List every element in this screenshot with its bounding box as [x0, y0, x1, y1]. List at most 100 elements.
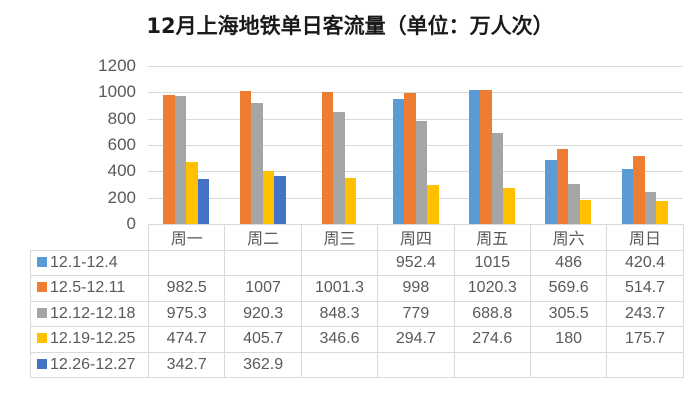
legend-swatch-icon — [37, 282, 47, 293]
gridline — [148, 66, 683, 67]
y-tick-label: 600 — [107, 135, 136, 154]
bar — [568, 183, 580, 224]
bar — [404, 92, 416, 224]
legend-swatch-icon — [37, 307, 47, 318]
bar — [251, 102, 263, 224]
table-row: 12.12-12.18 975.3 920.3 848.3 779 688.8 305.5 2… — [30, 300, 684, 327]
category-label: 周五 — [453, 224, 531, 251]
table-cell: 243.7 — [606, 300, 684, 327]
category-label: 周四 — [377, 224, 455, 251]
table-cell: 305.5 — [529, 300, 608, 327]
data-table: 周一 周二 周三 周四 周五 周六 周日 12.1-12.4 952.4 1015 486 420.4… — [30, 224, 684, 378]
category-label: 周日 — [606, 224, 684, 251]
bar — [644, 191, 657, 224]
bar — [556, 149, 569, 224]
legend-label: 12.12-12.18 — [50, 304, 136, 322]
table-cell — [147, 249, 226, 276]
bar — [427, 185, 439, 224]
table-cell: 952.4 — [377, 249, 455, 276]
y-tick-label: 800 — [107, 108, 136, 128]
table-cell — [224, 249, 302, 276]
bar — [621, 168, 634, 224]
table-cell: 180 — [529, 326, 608, 353]
table-cell: 362.9 — [224, 351, 302, 378]
table-cell — [606, 351, 684, 378]
table-cell: 1020.3 — [453, 275, 531, 302]
bar — [480, 89, 492, 224]
table-cell: 405.7 — [224, 326, 302, 353]
bar — [545, 160, 557, 224]
bar — [197, 178, 210, 224]
legend-label: 12.5-12.11 — [50, 279, 126, 297]
table-row: 12.5-12.11 982.5 1007 1001.3 998 1020.3 569.6 5… — [30, 275, 684, 302]
table-cell: 346.6 — [300, 326, 379, 353]
bar — [344, 178, 357, 224]
y-tick-label: 0 — [126, 214, 136, 233]
bar — [333, 112, 345, 224]
table-cell: 779 — [377, 300, 455, 327]
table-cell — [377, 351, 455, 378]
bar — [274, 176, 286, 224]
y-tick-label: 400 — [107, 161, 136, 181]
bar — [262, 170, 275, 224]
table-cell — [453, 351, 531, 378]
table-cell: 1007 — [224, 275, 302, 302]
bar — [239, 91, 252, 224]
bar — [321, 92, 334, 224]
table-cell: 1015 — [453, 249, 531, 276]
table-cell: 975.3 — [147, 300, 226, 327]
bar — [491, 133, 504, 224]
category-label: 周六 — [529, 224, 608, 251]
y-tick-label: 1200 — [98, 56, 136, 75]
bar — [468, 90, 481, 224]
table-cell: 982.5 — [147, 275, 226, 302]
y-tick-label: 200 — [107, 187, 136, 207]
legend-entry: 12.26-12.27 — [30, 351, 149, 378]
table-cell: 274.6 — [453, 326, 531, 353]
category-label: 周一 — [147, 224, 226, 251]
bar — [503, 187, 515, 224]
table-cell — [300, 249, 379, 276]
table-cell: 920.3 — [224, 300, 302, 327]
table-cell: 420.4 — [606, 249, 684, 276]
legend-entry: 12.1-12.4 — [30, 249, 149, 276]
table-cell: 514.7 — [606, 275, 684, 302]
bar — [656, 200, 668, 224]
bar — [186, 161, 198, 224]
table-cell: 175.7 — [606, 326, 684, 353]
bar — [392, 98, 404, 224]
bar — [163, 94, 175, 224]
legend-swatch-icon — [37, 358, 47, 369]
y-tick-label: 1000 — [98, 82, 136, 102]
legend-swatch-icon — [37, 333, 47, 344]
legend-swatch-icon — [37, 256, 47, 267]
table-row: 12.19-12.25 474.7 405.7 346.6 294.7 274.6 180 1… — [30, 326, 684, 353]
table-header-row: 周一 周二 周三 周四 周五 周六 周日 — [31, 224, 684, 251]
plot-area — [148, 66, 683, 224]
table-cell: 486 — [529, 249, 608, 276]
category-label: 周三 — [300, 224, 379, 251]
table-cell: 998 — [377, 275, 455, 302]
table-cell — [529, 351, 608, 378]
category-label: 周二 — [224, 224, 302, 251]
table-cell: 1001.3 — [300, 275, 379, 302]
legend-entry: 12.12-12.18 — [30, 300, 149, 327]
legend-label: 12.19-12.25 — [50, 330, 136, 348]
table-cell: 474.7 — [147, 326, 226, 353]
legend-entry: 12.19-12.25 — [30, 326, 149, 353]
bar — [415, 121, 427, 224]
bar — [579, 200, 592, 224]
table-row: 12.26-12.27 342.7 362.9 — [30, 351, 684, 378]
table-cell — [300, 351, 379, 378]
table-cell: 342.7 — [147, 351, 226, 378]
legend-label: 12.1-12.4 — [50, 253, 118, 271]
table-row: 12.1-12.4 952.4 1015 486 420.4 — [30, 249, 684, 276]
bar — [633, 156, 645, 224]
table-corner — [31, 225, 149, 251]
legend-entry: 12.5-12.11 — [30, 275, 149, 302]
chart-title: 12月上海地铁单日客流量（单位：万人次） — [146, 14, 554, 38]
table-cell: 294.7 — [377, 326, 455, 353]
legend-label: 12.26-12.27 — [50, 355, 136, 373]
table-cell: 688.8 — [453, 300, 531, 327]
gridline — [148, 118, 683, 120]
